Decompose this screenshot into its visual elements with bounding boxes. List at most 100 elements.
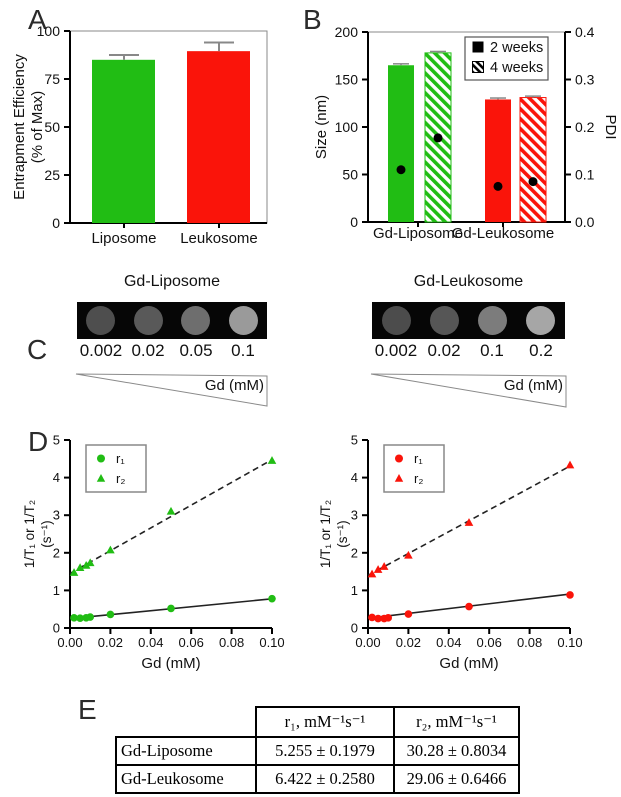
legend-marker-circle [97,454,105,463]
table-row: Gd-Liposome 5.255 ± 0.1979 30.28 ± 0.803… [115,736,520,766]
pdi-tick-label: 0.0 [575,214,595,230]
table-row-label: Gd-Leukosome [115,764,257,794]
phantom-well [429,306,459,335]
y-tick-label: 0 [52,215,60,231]
data-point-triangle [166,506,176,515]
data-point-triangle [267,456,277,464]
data-point-triangle [85,558,95,567]
concentration-wedge-leukosome: Gd (mM) [370,373,567,408]
phantom-well [228,306,258,335]
size-tick-label: 100 [335,119,359,135]
phantom-well [86,306,116,335]
pdi-dot [528,177,538,187]
pdi-tick-label: 0.2 [575,119,595,135]
wedge-label: Gd (mM) [504,377,563,394]
y-tick-label: 5 [351,433,358,448]
phantom-title-liposome: Gd-Liposome [123,273,221,290]
data-point-triangle [379,562,389,570]
table-blank-cell [116,707,256,737]
pdi-tick-label: 0.3 [575,72,595,88]
x-tick-label: 0.02 [396,635,421,650]
panel-e-letter: E [78,694,97,725]
data-point-circle [86,613,94,621]
pdi-dot [493,181,503,191]
pdi-tick-label: 0.1 [575,167,595,183]
conc-label: 0.1 [480,341,504,360]
panel-a-chart: 0 25 50 75 100 Entrapment Efficiency (% of Max… [11,23,268,247]
x-category-label: Leukosome [180,230,258,247]
y-tick-label: 3 [351,508,358,523]
conc-label: 0.1 [231,341,255,360]
table-cell-r2: 30.28 ± 0.8034 [393,736,520,766]
phantom-well [526,306,556,335]
x-category-label: Liposome [91,230,156,247]
legend-label: r₁ [116,451,125,466]
phantom-title-leukosome: Gd-Leukosome [413,273,524,290]
conc-label: 0.02 [427,341,461,360]
size-axis-label: Size (nm) [313,95,330,159]
y-tick-label: 0 [351,621,358,636]
conc-label: 0.002 [79,341,123,360]
phantom-well [181,306,211,335]
x-tick-label: 0.04 [138,635,163,650]
y-axis-label: Entrapment Efficiency [11,54,28,200]
phantom-strip-leukosome [372,302,565,339]
y-tick-label: 0 [53,621,60,636]
y-axis-label: (% of Max) [29,91,46,164]
data-point-triangle [404,550,413,559]
table-header-r2: r₂, mM⁻¹s⁻¹ [393,706,520,738]
legend-marker-triangle [394,474,404,482]
conc-label: 0.02 [131,341,165,360]
table-row: Gd-Leukosome 6.422 ± 0.2580 29.06 ± 0.64… [115,764,520,794]
data-point-circle [465,602,473,611]
table-header-row: r₁, mM⁻¹s⁻¹ r₂, mM⁻¹s⁻¹ [116,706,520,738]
x-tick-label: 0.04 [436,635,461,650]
y-tick-label: 100 [37,23,61,39]
data-point-circle [404,610,413,618]
conc-label: 0.05 [179,341,213,360]
data-point-triangle [106,545,115,554]
panel-b-chart: 0 50 100 150 200 0.0 0.1 0.2 0.3 0.4 Size (nm) PDI G… [313,24,619,242]
size-tick-label: 0 [350,214,358,230]
legend-label: r₁ [414,451,423,466]
y-axis-label: (s⁻¹) [39,520,54,547]
data-point-circle [167,604,175,613]
y-tick-label: 5 [53,433,60,448]
legend-marker-triangle [96,474,106,482]
y-axis-label: (s⁻¹) [335,520,350,547]
data-point-circle [106,610,115,619]
data-point-triangle [565,460,575,469]
x-tick-label: 0.08 [219,635,244,650]
legend-label: r₂ [116,471,125,486]
y-tick-label: 1 [351,583,358,598]
conc-label: 0.002 [374,341,418,360]
x-tick-label: 0.08 [517,635,542,650]
x-axis-label: Gd (mM) [439,655,498,672]
pdi-axis-label: PDI [602,114,619,139]
x-tick-label: 0.10 [557,635,582,650]
y-axis-label: 1/T₁ or 1/T₂ [318,500,333,568]
y-tick-label: 75 [44,71,60,87]
data-point-triangle [69,568,79,576]
x-tick-label: 0.06 [179,635,204,650]
y-tick-label: 1 [53,583,60,598]
legend-marker-circle [395,454,403,463]
size-tick-label: 200 [335,24,359,40]
bar-gd-leukosome-4-weeks [519,97,547,223]
x-tick-label: 0.02 [98,635,123,650]
y-tick-label: 3 [53,508,60,523]
size-tick-label: 50 [342,167,358,183]
data-point-circle [384,614,392,622]
legend-box [85,444,147,493]
data-point-triangle [367,569,377,578]
conc-label: 0.2 [529,341,553,360]
legend-label: r₂ [414,471,423,486]
concentration-wedge-liposome: Gd (mM) [75,373,268,407]
legend-label: 2 weeks [490,40,543,56]
panel-b-letter: B [303,4,322,35]
y-tick-label: 25 [44,167,60,183]
panel-d-right-chart: 0 1 2 3 4 5 0.00 0.02 0.04 0.06 0.08 0.10 Gd (mM) 1/T… [318,433,583,673]
data-point-triangle [81,560,91,569]
data-point-circle [368,613,376,622]
